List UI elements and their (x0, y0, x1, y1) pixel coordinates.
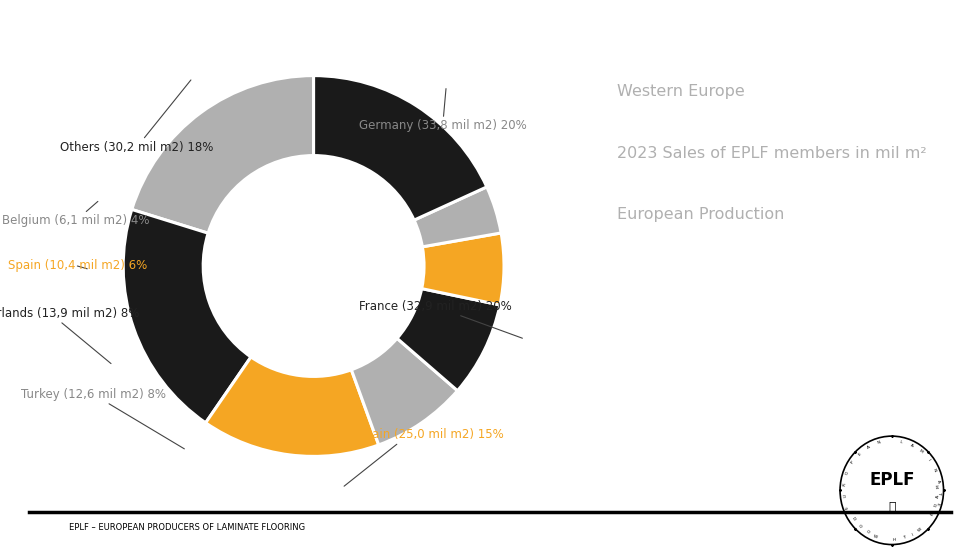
Wedge shape (131, 76, 314, 233)
Text: O: O (864, 530, 869, 535)
Text: ⛹: ⛹ (888, 501, 896, 514)
Text: A: A (866, 445, 871, 450)
Text: Spain (10,4 mil m2) 6%: Spain (10,4 mil m2) 6% (8, 259, 147, 273)
Text: 2023 Sales of EPLF members in mil m²: 2023 Sales of EPLF members in mil m² (617, 146, 927, 161)
Text: N: N (932, 468, 937, 472)
Text: E: E (930, 512, 935, 517)
Text: M: M (918, 449, 924, 455)
Text: Western Europe: Western Europe (617, 84, 745, 99)
Text: O: O (858, 524, 862, 529)
Text: Belgium (6,1 mil m2) 4%: Belgium (6,1 mil m2) 4% (2, 202, 149, 227)
Text: Netherlands (13,9 mil m2) 8%: Netherlands (13,9 mil m2) 8% (0, 307, 140, 363)
Text: E: E (858, 451, 862, 456)
Text: H: H (893, 538, 896, 542)
Text: EPLF: EPLF (869, 472, 914, 489)
Text: A: A (936, 479, 940, 483)
Text: D: D (851, 516, 857, 521)
Wedge shape (314, 76, 487, 220)
Wedge shape (123, 209, 251, 423)
Text: EPLF – EUROPEAN PRODUCERS OF LAMINATE FLOORING: EPLF – EUROPEAN PRODUCERS OF LAMINATE FL… (69, 523, 305, 532)
Text: European Production: European Production (617, 207, 785, 222)
Text: D: D (934, 503, 939, 508)
Wedge shape (206, 357, 378, 456)
Text: U: U (843, 494, 848, 498)
Text: P: P (851, 460, 856, 465)
Text: T: T (902, 536, 906, 540)
Text: E: E (845, 505, 850, 509)
Text: Others (30,2 mil m2) 18%: Others (30,2 mil m2) 18% (60, 80, 214, 153)
Text: L: L (900, 440, 903, 444)
Text: I: I (911, 533, 914, 536)
Text: France (32,9 mil m2) 20%: France (32,9 mil m2) 20% (359, 300, 522, 338)
Wedge shape (352, 338, 458, 445)
Text: Germany (33,8 mil m2) 20%: Germany (33,8 mil m2) 20% (359, 88, 526, 132)
Text: N: N (877, 441, 881, 445)
Text: E: E (935, 502, 939, 506)
Text: Great Britain (25,0 mil m2) 15%: Great Britain (25,0 mil m2) 15% (314, 428, 504, 486)
Text: W: W (917, 526, 923, 533)
Text: A: A (909, 443, 914, 448)
Wedge shape (397, 288, 500, 391)
Wedge shape (421, 233, 504, 305)
Text: R: R (843, 483, 848, 486)
Text: Turkey (12,6 mil m2) 8%: Turkey (12,6 mil m2) 8% (21, 388, 184, 449)
Wedge shape (415, 187, 501, 247)
Text: I: I (927, 458, 931, 462)
Text: W: W (873, 534, 878, 539)
Text: O: O (846, 471, 851, 475)
Text: T: T (937, 491, 941, 494)
Text: A: A (936, 494, 941, 498)
Text: M: M (937, 484, 941, 488)
